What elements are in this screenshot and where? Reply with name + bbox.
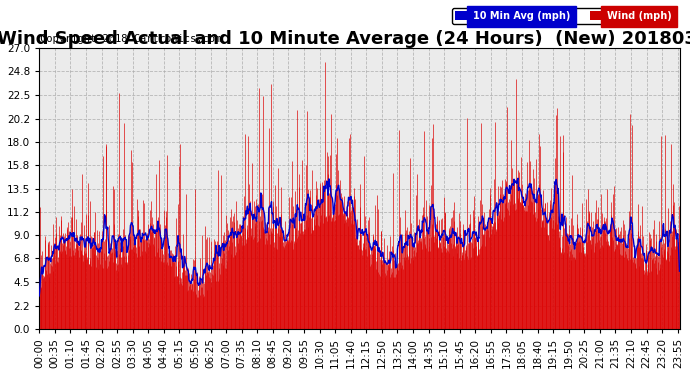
Legend: 10 Min Avg (mph), Wind (mph): 10 Min Avg (mph), Wind (mph) (452, 8, 675, 24)
Title: Wind Speed Actual and 10 Minute Average (24 Hours)  (New) 20180319: Wind Speed Actual and 10 Minute Average … (0, 30, 690, 48)
Text: Copyright 2018 Cartronics.com: Copyright 2018 Cartronics.com (40, 34, 221, 44)
